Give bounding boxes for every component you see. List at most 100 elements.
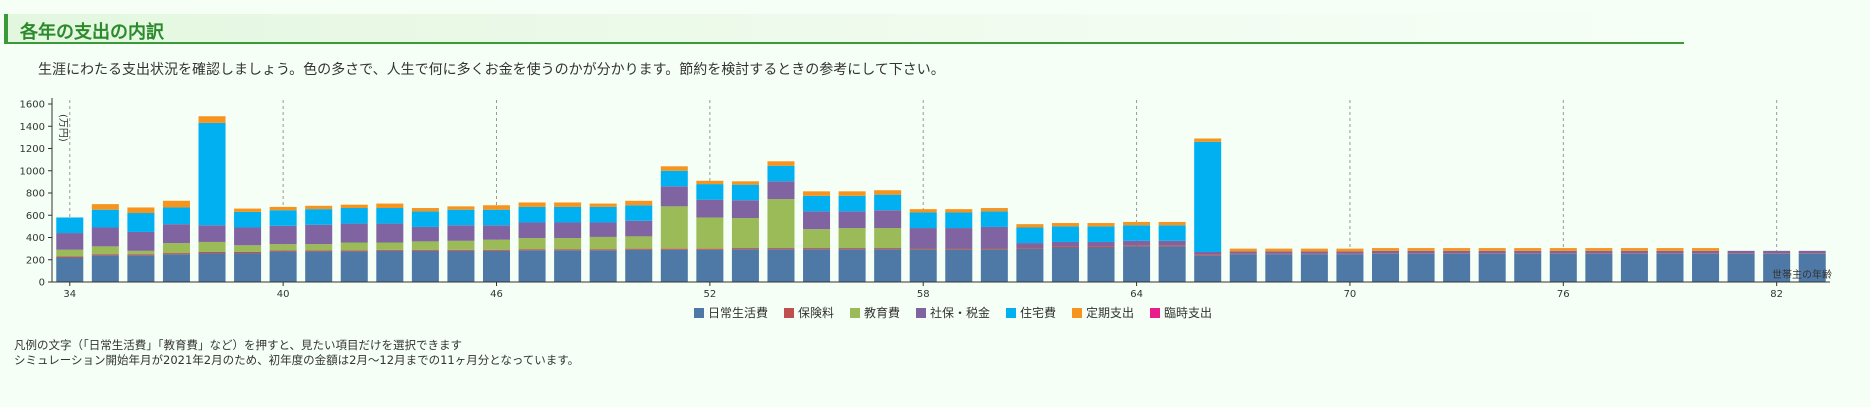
legend-item-日常生活費[interactable]: 日常生活費: [694, 305, 768, 320]
bar-segment[interactable]: [1265, 248, 1293, 252]
bar-segment[interactable]: [1407, 250, 1435, 254]
legend-label[interactable]: 保険料: [798, 306, 834, 320]
bar-segment[interactable]: [234, 253, 262, 282]
bar-segment[interactable]: [767, 199, 795, 249]
bar-segment[interactable]: [518, 238, 546, 250]
bar-segment[interactable]: [447, 209, 475, 226]
bar-segment[interactable]: [554, 222, 582, 239]
bar-segment[interactable]: [1123, 225, 1151, 241]
bar-segment[interactable]: [696, 180, 724, 185]
bar-segment[interactable]: [1514, 250, 1542, 254]
bar-segment[interactable]: [269, 210, 297, 226]
bar-segment[interactable]: [838, 249, 866, 282]
bar-segment[interactable]: [589, 203, 617, 207]
bar-segment[interactable]: [980, 211, 1008, 227]
bar-segment[interactable]: [198, 116, 226, 123]
bar-segment[interactable]: [1371, 250, 1400, 254]
bar-segment[interactable]: [589, 236, 617, 250]
bar-segment[interactable]: [1371, 253, 1400, 254]
bar-segment[interactable]: [1514, 248, 1542, 251]
bar-segment[interactable]: [660, 170, 688, 187]
bar-segment[interactable]: [1443, 253, 1471, 254]
bar-segment[interactable]: [1194, 141, 1222, 252]
bar-segment[interactable]: [1158, 240, 1186, 246]
bar-segment[interactable]: [767, 248, 795, 250]
bar-segment[interactable]: [1087, 246, 1115, 248]
bar-segment[interactable]: [731, 184, 759, 201]
bar-segment[interactable]: [838, 191, 866, 196]
bar-segment[interactable]: [1087, 247, 1115, 282]
bar-segment[interactable]: [340, 242, 368, 251]
bar-segment[interactable]: [838, 211, 866, 229]
bar-segment[interactable]: [1123, 221, 1151, 226]
bar-segment[interactable]: [411, 250, 439, 282]
bar-segment[interactable]: [376, 223, 404, 243]
bar-segment[interactable]: [91, 255, 119, 282]
bar-segment[interactable]: [127, 207, 155, 214]
bar-segment[interactable]: [340, 208, 368, 224]
bar-segment[interactable]: [91, 209, 119, 228]
bar-segment[interactable]: [56, 257, 84, 282]
bar-segment[interactable]: [1585, 253, 1613, 282]
bar-segment[interactable]: [1123, 246, 1151, 282]
bar-segment[interactable]: [127, 255, 155, 282]
bar-segment[interactable]: [1016, 247, 1044, 249]
bar-segment[interactable]: [1194, 138, 1222, 142]
bar-segment[interactable]: [1016, 224, 1044, 228]
legend-label[interactable]: 住宅費: [1020, 305, 1056, 320]
bar-segment[interactable]: [162, 200, 190, 208]
bar-segment[interactable]: [447, 250, 475, 282]
bar-segment[interactable]: [198, 241, 226, 252]
bar-segment[interactable]: [1478, 253, 1506, 282]
bar-segment[interactable]: [945, 212, 973, 229]
bar-segment[interactable]: [1336, 254, 1364, 282]
bar-segment[interactable]: [411, 211, 439, 227]
bar-segment[interactable]: [1123, 240, 1151, 246]
legend-item-臨時支出[interactable]: 臨時支出: [1150, 306, 1212, 320]
bar-segment[interactable]: [803, 195, 831, 212]
bar-segment[interactable]: [1051, 246, 1079, 248]
bar-segment[interactable]: [376, 203, 404, 209]
bar-segment[interactable]: [127, 231, 155, 251]
bar-segment[interactable]: [305, 250, 333, 252]
bar-segment[interactable]: [1158, 225, 1186, 241]
bar-segment[interactable]: [1692, 253, 1720, 254]
bar-segment[interactable]: [518, 202, 546, 207]
bar-segment[interactable]: [518, 222, 546, 239]
bar-segment[interactable]: [1194, 254, 1222, 256]
bar-segment[interactable]: [625, 205, 653, 221]
bar-segment[interactable]: [1229, 251, 1257, 254]
bar-segment[interactable]: [56, 233, 84, 250]
bar-segment[interactable]: [803, 229, 831, 249]
bar-segment[interactable]: [1692, 248, 1720, 251]
bar-segment[interactable]: [1585, 253, 1613, 254]
bar-segment[interactable]: [909, 248, 937, 250]
bar-segment[interactable]: [305, 251, 333, 282]
bar-segment[interactable]: [234, 251, 262, 254]
bar-segment[interactable]: [1194, 251, 1222, 255]
legend-label[interactable]: 臨時支出: [1164, 306, 1212, 320]
bar-segment[interactable]: [162, 253, 190, 255]
bar-segment[interactable]: [909, 212, 937, 229]
legend-item-保険料[interactable]: 保険料: [784, 306, 834, 320]
bar-segment[interactable]: [1798, 253, 1826, 282]
bar-segment[interactable]: [1620, 248, 1648, 251]
bar-segment[interactable]: [1229, 254, 1257, 282]
bar-segment[interactable]: [1763, 250, 1791, 254]
bar-segment[interactable]: [1763, 253, 1791, 282]
bar-segment[interactable]: [1692, 253, 1720, 282]
bar-segment[interactable]: [1336, 251, 1364, 254]
bar-segment[interactable]: [198, 253, 226, 282]
bar-segment[interactable]: [731, 200, 759, 219]
bar-segment[interactable]: [1443, 250, 1471, 254]
bar-segment[interactable]: [660, 248, 688, 250]
bar-segment[interactable]: [1158, 245, 1186, 247]
bar-segment[interactable]: [91, 227, 119, 247]
bar-segment[interactable]: [340, 204, 368, 209]
bar-segment[interactable]: [625, 249, 653, 282]
bar-segment[interactable]: [1549, 253, 1577, 254]
bar-segment[interactable]: [1443, 253, 1471, 282]
bar-segment[interactable]: [305, 244, 333, 251]
bar-segment[interactable]: [1620, 250, 1648, 254]
bar-segment[interactable]: [838, 195, 866, 212]
